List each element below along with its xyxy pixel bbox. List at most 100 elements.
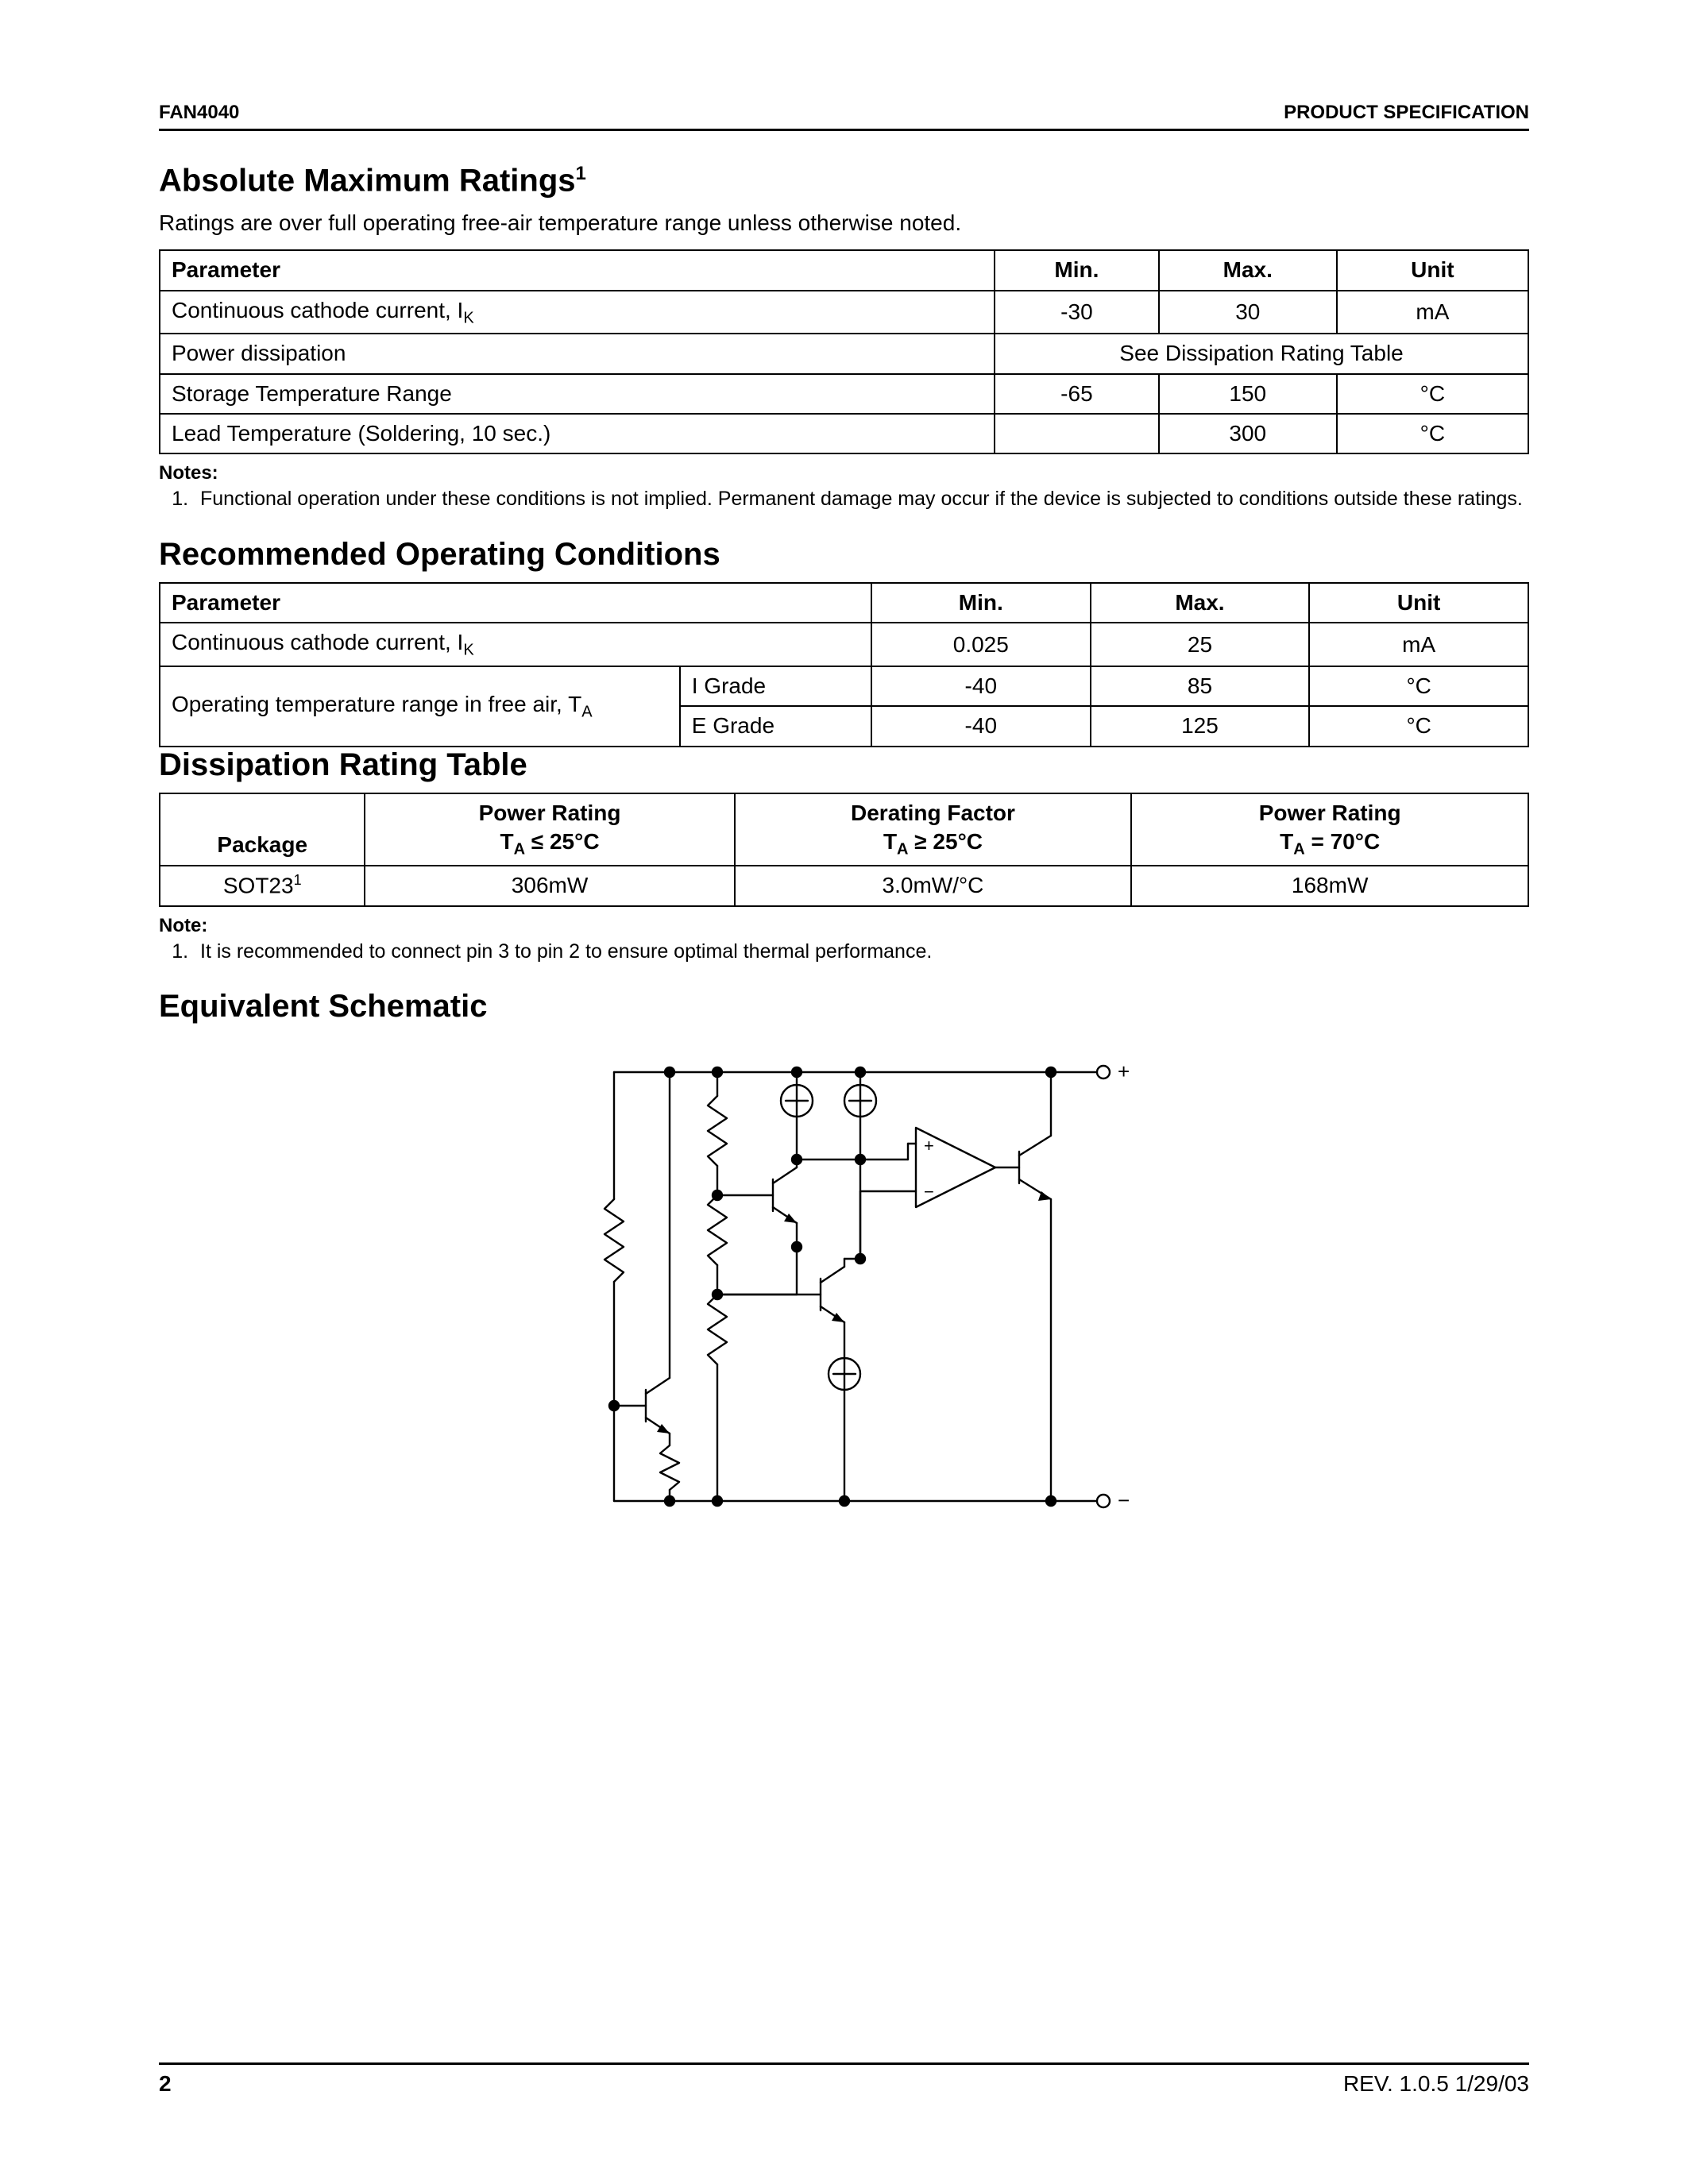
col-power-rating-25: Power Rating TA ≤ 25°C [365, 793, 734, 866]
header-left: FAN4040 [159, 102, 239, 124]
header-bar: FAN4040 PRODUCT SPECIFICATION [159, 102, 1529, 131]
note-item: It is recommended to connect pin 3 to pi… [194, 939, 1529, 966]
cell-merged: See Dissipation Rating Table [995, 334, 1528, 373]
cell-param: Power dissipation [160, 334, 995, 373]
footer-bar: 2 REV. 1.0.5 1/29/03 [159, 2062, 1529, 2097]
param-sub: K [463, 642, 473, 659]
rec-op-table: Parameter Min. Max. Unit Continuous cath… [159, 582, 1529, 747]
abs-max-title: Absolute Maximum Ratings1 [159, 163, 1529, 199]
hdr-cond: ≥ 25°C [909, 829, 983, 854]
table-row: SOT231 306mW 3.0mW/°C 168mW [160, 866, 1528, 906]
cell-min: -40 [871, 666, 1091, 706]
cell-max: 125 [1091, 706, 1310, 746]
cell-max: 150 [1159, 374, 1337, 414]
table-row: Package Power Rating TA ≤ 25°C Derating … [160, 793, 1528, 866]
cell-unit: mA [1337, 291, 1528, 334]
cell-unit: °C [1337, 414, 1528, 453]
cell-pr70: 168mW [1131, 866, 1528, 906]
cell-min [995, 414, 1159, 453]
cell-unit: °C [1309, 666, 1528, 706]
schematic-container: + − [159, 1040, 1529, 1533]
cell-package: SOT231 [160, 866, 365, 906]
col-max: Max. [1091, 583, 1310, 623]
header-right: PRODUCT SPECIFICATION [1284, 102, 1529, 124]
hdr-ta: T [1280, 829, 1293, 854]
notes-header: Notes: [159, 462, 1529, 484]
cell-min: -40 [871, 706, 1091, 746]
cell-unit: mA [1309, 623, 1528, 666]
cell-unit: °C [1337, 374, 1528, 414]
cell-df: 3.0mW/°C [735, 866, 1132, 906]
note-item: Functional operation under these conditi… [194, 486, 1529, 513]
hdr-ta-sub: A [1293, 841, 1304, 859]
diss-table: Package Power Rating TA ≤ 25°C Derating … [159, 793, 1529, 907]
hdr-ta-sub: A [514, 841, 525, 859]
cell-max: 300 [1159, 414, 1337, 453]
col-parameter: Parameter [160, 583, 871, 623]
hdr-cond: ≤ 25°C [525, 829, 600, 854]
revision-text: REV. 1.0.5 1/29/03 [1343, 2071, 1529, 2097]
page: FAN4040 PRODUCT SPECIFICATION Absolute M… [0, 0, 1688, 2184]
hdr-line1: Derating Factor [851, 801, 1015, 825]
col-power-rating-70: Power Rating TA = 70°C [1131, 793, 1528, 866]
pkg-name: SOT23 [223, 873, 294, 897]
col-min: Min. [995, 250, 1159, 290]
cell-grade: I Grade [680, 666, 871, 706]
hdr-line1: Power Rating [1259, 801, 1401, 825]
col-min: Min. [871, 583, 1091, 623]
hdr-ta: T [883, 829, 897, 854]
hdr-ta-sub: A [897, 841, 908, 859]
note-header: Note: [159, 915, 1529, 937]
table-row: Power dissipation See Dissipation Rating… [160, 334, 1528, 373]
abs-max-table: Parameter Min. Max. Unit Continuous cath… [159, 249, 1529, 454]
rec-op-title: Recommended Operating Conditions [159, 537, 1529, 573]
cell-param: Continuous cathode current, IK [160, 291, 995, 334]
table-row: Parameter Min. Max. Unit [160, 250, 1528, 290]
col-package: Package [160, 793, 365, 866]
pkg-sup: 1 [294, 872, 302, 888]
terminal-plus-label: + [1118, 1059, 1130, 1083]
table-row: Storage Temperature Range -65 150 °C [160, 374, 1528, 414]
cell-param: Continuous cathode current, IK [160, 623, 871, 666]
param-sub: K [463, 309, 473, 326]
cell-param: Lead Temperature (Soldering, 10 sec.) [160, 414, 995, 453]
table-row: Operating temperature range in free air,… [160, 666, 1528, 706]
cell-grade: E Grade [680, 706, 871, 746]
col-max: Max. [1159, 250, 1337, 290]
param-text: Continuous cathode current, I [172, 298, 463, 322]
col-parameter: Parameter [160, 250, 995, 290]
col-derating-factor: Derating Factor TA ≥ 25°C [735, 793, 1132, 866]
hdr-cond: = 70°C [1305, 829, 1380, 854]
cell-min: -30 [995, 291, 1159, 334]
terminal-minus-label: − [1118, 1488, 1130, 1512]
cell-unit: °C [1309, 706, 1528, 746]
cell-max: 25 [1091, 623, 1310, 666]
diss-title: Dissipation Rating Table [159, 747, 1529, 783]
table-row: Continuous cathode current, IK 0.025 25 … [160, 623, 1528, 666]
abs-max-lead: Ratings are over full operating free-air… [159, 208, 1529, 238]
hdr-line1: Power Rating [479, 801, 621, 825]
abs-max-notes: Functional operation under these conditi… [159, 486, 1529, 513]
page-number: 2 [159, 2071, 172, 2097]
equivalent-schematic-diagram: + − [543, 1040, 1146, 1533]
table-row: Parameter Min. Max. Unit [160, 583, 1528, 623]
diss-notes: It is recommended to connect pin 3 to pi… [159, 939, 1529, 966]
cell-pr25: 306mW [365, 866, 734, 906]
hdr-ta: T [500, 829, 514, 854]
abs-max-title-text: Absolute Maximum Ratings [159, 163, 576, 198]
table-row: Continuous cathode current, IK -30 30 mA [160, 291, 1528, 334]
table-row: Lead Temperature (Soldering, 10 sec.) 30… [160, 414, 1528, 453]
cell-min: 0.025 [871, 623, 1091, 666]
cell-param: Storage Temperature Range [160, 374, 995, 414]
opamp-minus-label: − [924, 1182, 934, 1202]
schematic-title: Equivalent Schematic [159, 989, 1529, 1024]
col-unit: Unit [1337, 250, 1528, 290]
col-unit: Unit [1309, 583, 1528, 623]
cell-param: Operating temperature range in free air,… [160, 666, 680, 747]
cell-max: 85 [1091, 666, 1310, 706]
param-sub: A [581, 704, 592, 721]
cell-min: -65 [995, 374, 1159, 414]
abs-max-title-sup: 1 [576, 163, 586, 184]
param-text: Continuous cathode current, I [172, 630, 463, 654]
param-text: Operating temperature range in free air,… [172, 692, 581, 716]
